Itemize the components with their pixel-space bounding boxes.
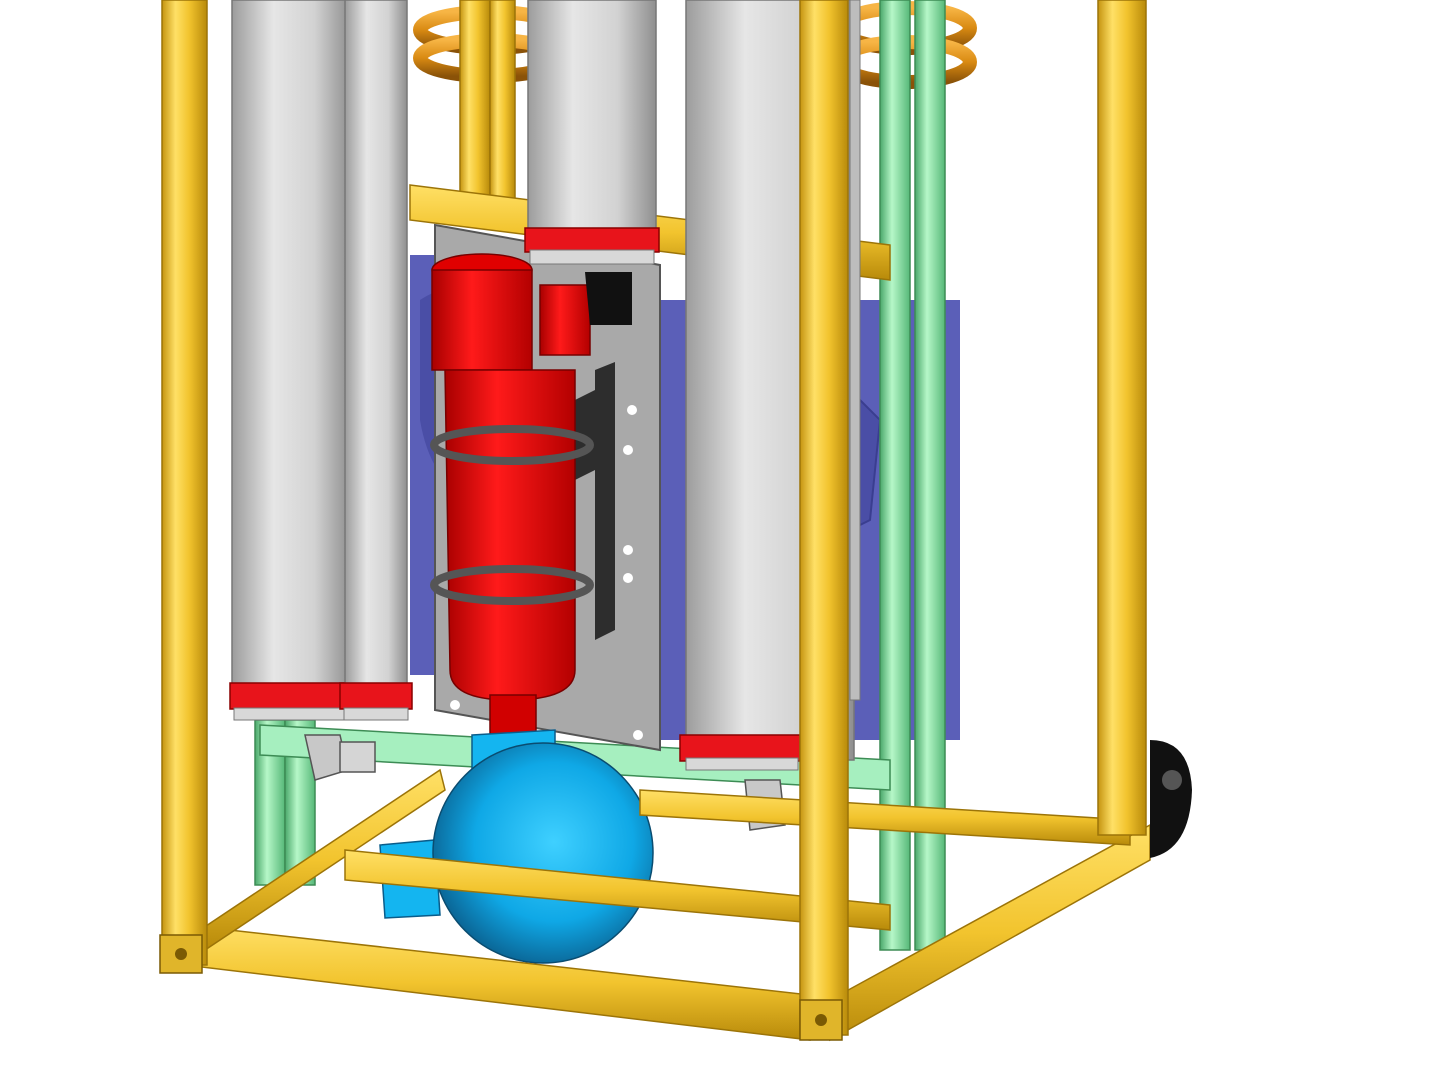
red-filter-housing xyxy=(430,253,632,736)
outer-frame-verticals xyxy=(161,0,1147,1036)
vessel-left-2 xyxy=(339,0,413,721)
vessel-left-1 xyxy=(229,0,353,721)
elbow-fitting-left xyxy=(304,734,376,781)
caster-wheel xyxy=(1150,740,1192,858)
vessel-center xyxy=(524,0,660,265)
corner-bracket xyxy=(159,934,843,1041)
outer-frame-bottom xyxy=(184,768,1151,1042)
